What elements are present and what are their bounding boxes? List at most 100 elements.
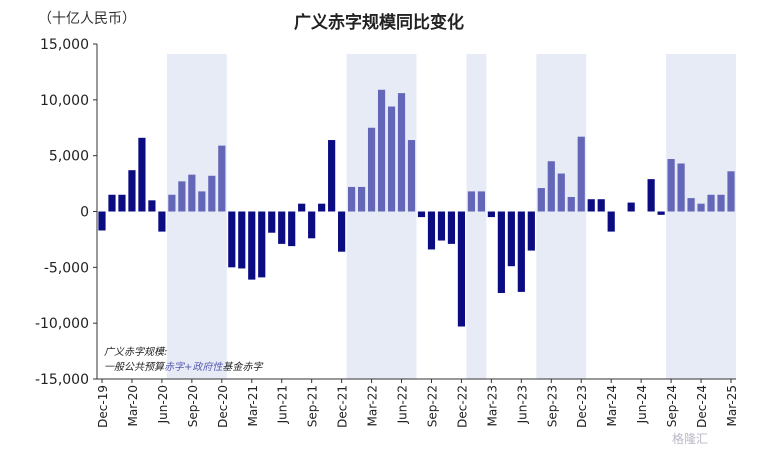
bar-2020-10 — [198, 191, 206, 212]
bar-2023-04 — [497, 211, 505, 294]
bar-2023-05 — [507, 211, 515, 267]
note-line-1: 广义赤字规模: — [104, 347, 168, 358]
bar-2022-09 — [427, 211, 436, 250]
x-tick-label: Dec-24 — [695, 385, 709, 428]
bar-2023-01 — [467, 191, 476, 212]
x-tick-label: Sep-24 — [665, 385, 679, 427]
bar-2019-12 — [98, 211, 106, 231]
x-tick-label: Sep-21 — [306, 385, 320, 427]
x-tick-label: Dec-19 — [96, 385, 110, 428]
bar-2025-02 — [717, 194, 725, 212]
y-tick-label: -15,000 — [35, 372, 89, 388]
bar-2020-04 — [138, 137, 146, 212]
x-tick-label: Dec-23 — [575, 385, 589, 428]
x-tick-label: Jun-24 — [635, 385, 649, 424]
bar-2022-08 — [417, 211, 426, 218]
bar-2024-12 — [697, 203, 705, 212]
bar-2024-08 — [657, 211, 665, 215]
bar-2021-09 — [308, 211, 316, 239]
bar-2022-01 — [348, 186, 356, 212]
bar-2023-03 — [487, 211, 495, 218]
x-tick-label: Mar-25 — [725, 385, 739, 426]
bar-2024-07 — [647, 179, 655, 212]
y-tick-label: -5,000 — [44, 260, 89, 276]
bar-2021-04 — [258, 211, 266, 278]
shaded-period-2 — [466, 54, 487, 379]
x-tick-label: Sep-20 — [186, 385, 200, 427]
bar-2023-06 — [517, 211, 525, 292]
bar-2020-09 — [188, 174, 196, 212]
bar-2020-07 — [168, 194, 176, 212]
x-tick-label: Mar-23 — [485, 385, 499, 426]
bar-2024-02 — [597, 199, 605, 212]
bar-2025-03 — [727, 171, 735, 212]
bar-2022-02 — [357, 186, 366, 212]
note-line-2-highlight: 赤字+政府性 — [164, 362, 223, 373]
bar-2024-05 — [627, 202, 635, 212]
bar-2025-01 — [707, 194, 715, 212]
bar-2021-10 — [318, 203, 326, 212]
bar-2023-10 — [557, 173, 565, 212]
note-line-2-suffix: 基金赤字 — [222, 362, 263, 373]
bar-2021-11 — [328, 140, 336, 212]
note-line-2-prefix: 一般公共预算 — [104, 362, 164, 373]
bar-2023-11 — [567, 196, 575, 212]
bar-2022-04 — [377, 89, 386, 212]
bar-2024-03 — [607, 211, 615, 232]
bar-2021-08 — [298, 203, 306, 212]
shaded-period-0 — [166, 54, 227, 379]
bar-2020-05 — [148, 200, 156, 212]
bar-2023-02 — [477, 191, 485, 212]
bar-2024-01 — [587, 199, 595, 212]
bar-2021-12 — [338, 211, 346, 252]
bar-2021-07 — [288, 211, 296, 247]
bar-2020-01 — [108, 194, 116, 212]
bar-2024-10 — [677, 163, 685, 212]
bar-2020-02 — [118, 194, 126, 212]
shaded-period-4 — [666, 54, 736, 379]
shaded-period-3 — [536, 54, 587, 379]
bar-2020-08 — [178, 181, 186, 212]
x-tick-label: Mar-24 — [605, 385, 619, 426]
bar-2020-06 — [158, 211, 166, 232]
watermark-text: 格隆汇 — [672, 432, 709, 446]
y-tick-label: 10,000 — [40, 93, 89, 109]
bar-2023-07 — [527, 211, 535, 251]
y-tick-label: 5,000 — [49, 149, 89, 165]
x-tick-label: Jun-23 — [515, 385, 529, 424]
bar-2021-05 — [268, 211, 276, 233]
bar-2022-06 — [397, 93, 406, 212]
bar-2024-11 — [687, 198, 695, 212]
bar-2022-10 — [437, 211, 446, 241]
x-tick-label: Jun-20 — [156, 385, 170, 424]
x-tick-label: Sep-23 — [545, 385, 559, 427]
bar-2021-03 — [248, 211, 256, 280]
bar-2022-11 — [447, 211, 456, 244]
note-line-2: 一般公共预算赤字+政府性基金赤字 — [104, 360, 262, 375]
x-axis-ticks: Dec-19 Mar-20 Jun-20 Sep-20 Dec-20 Mar-21 Jun-… — [96, 379, 739, 428]
bar-2022-03 — [367, 127, 376, 212]
bar-2024-09 — [667, 159, 675, 212]
bar-2023-09 — [547, 161, 555, 212]
chart-title: 广义赤字规模同比变化 — [294, 13, 464, 33]
x-tick-label: Mar-21 — [246, 385, 260, 426]
bar-2023-12 — [577, 136, 585, 212]
y-tick-label: 0 — [80, 205, 89, 221]
bar-2020-12 — [218, 145, 226, 212]
bar-2023-08 — [537, 188, 545, 212]
bar-2022-07 — [407, 140, 416, 212]
bar-2022-12 — [457, 211, 466, 327]
x-tick-label: Jun-21 — [276, 385, 290, 424]
x-tick-label: Dec-20 — [216, 385, 230, 428]
x-tick-label: Mar-20 — [126, 385, 140, 426]
x-tick-label: Sep-22 — [425, 385, 439, 427]
bars — [98, 89, 735, 327]
y-axis-ticks: 15,000 10,000 5,000 0 -5,000 -10,000 -15,000 — [35, 37, 97, 388]
bar-2021-02 — [238, 211, 246, 269]
chart-note: 广义赤字规模: 一般公共预算赤字+政府性基金赤字 — [104, 345, 262, 375]
y-tick-label: -10,000 — [35, 316, 89, 332]
unit-label: （十亿人民币） — [38, 11, 136, 27]
x-tick-label: Mar-22 — [366, 385, 380, 426]
x-tick-label: Jun-22 — [396, 385, 410, 424]
